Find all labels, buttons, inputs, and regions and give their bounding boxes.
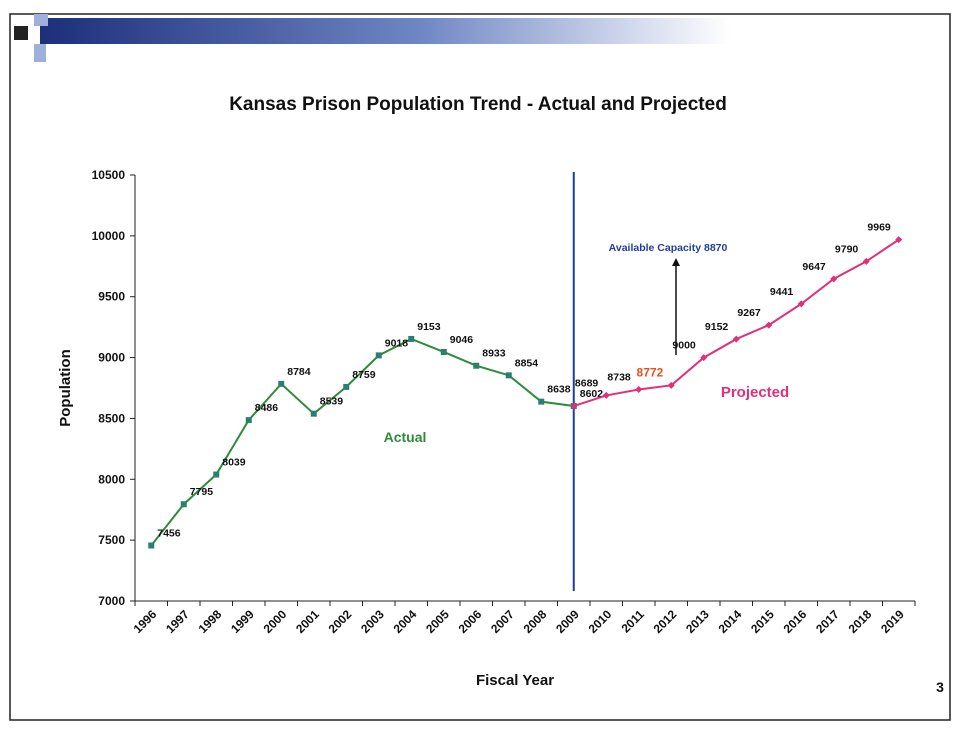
point-marker <box>700 354 708 362</box>
point-marker <box>278 380 285 387</box>
data-label: 9267 <box>737 307 761 319</box>
y-tick-label: 9000 <box>98 351 125 365</box>
page-number: 3 <box>936 679 944 695</box>
data-label: 8602 <box>580 388 604 400</box>
data-label: 7456 <box>157 527 181 539</box>
y-tick-label: 7500 <box>98 533 125 547</box>
data-label: 9046 <box>450 334 474 346</box>
slide-frame <box>9 13 951 721</box>
point-marker <box>245 417 252 424</box>
data-label: 9441 <box>770 286 794 298</box>
data-label: 9790 <box>835 243 859 255</box>
capacity-annotation: Available Capacity 8870 <box>609 242 728 254</box>
data-label: 9000 <box>672 340 696 352</box>
data-label: 9018 <box>385 337 409 349</box>
data-label: 8933 <box>482 348 506 360</box>
point-marker <box>440 348 447 355</box>
point-marker <box>213 471 220 478</box>
data-label: 8738 <box>607 371 631 383</box>
x-axis-title: Fiscal Year <box>476 672 554 689</box>
chart-title: Kansas Prison Population Trend - Actual … <box>229 94 727 115</box>
point-marker <box>570 402 578 410</box>
point-marker <box>180 501 187 508</box>
point-marker <box>895 236 903 244</box>
point-marker <box>375 352 382 359</box>
y-tick-label: 7000 <box>98 594 125 608</box>
data-label: 7795 <box>190 486 214 498</box>
data-label: 8784 <box>287 366 311 378</box>
header-band <box>40 18 730 44</box>
y-tick-label: 9500 <box>98 290 125 304</box>
point-marker <box>667 381 675 389</box>
data-label: 8539 <box>320 396 344 408</box>
point-marker <box>602 391 610 399</box>
point-marker <box>635 385 643 393</box>
data-label: 9647 <box>802 261 826 273</box>
header-square <box>34 44 46 62</box>
data-label: 9969 <box>867 222 891 234</box>
series-annotation: Projected <box>721 384 789 401</box>
data-label: 9153 <box>417 321 441 333</box>
data-label: 8854 <box>515 357 539 369</box>
point-marker <box>862 257 870 265</box>
point-marker <box>797 300 805 308</box>
point-marker <box>732 335 740 343</box>
y-tick-label: 8000 <box>98 472 125 486</box>
data-label: 9152 <box>705 321 729 333</box>
point-marker <box>408 335 415 342</box>
point-marker <box>765 321 773 329</box>
point-marker <box>343 383 350 390</box>
y-tick-label: 10500 <box>92 168 126 182</box>
arrow-head <box>672 258 680 266</box>
header-square <box>34 14 48 26</box>
point-marker <box>505 372 512 379</box>
data-label: 8689 <box>575 377 599 389</box>
series-line <box>150 337 574 547</box>
y-tick-label: 10000 <box>92 229 126 243</box>
point-marker <box>310 410 317 417</box>
data-label: 8759 <box>352 369 376 381</box>
data-label: 8039 <box>222 457 246 469</box>
header-square <box>14 26 28 40</box>
series-annotation: Actual <box>384 429 427 445</box>
data-label: 8772 <box>637 365 664 379</box>
y-axis-title: Population <box>57 349 74 427</box>
point-marker <box>473 362 480 369</box>
point-marker <box>148 542 155 549</box>
point-marker <box>830 275 838 283</box>
y-tick-label: 8500 <box>98 411 125 425</box>
point-marker <box>538 398 545 405</box>
data-label: 8638 <box>547 384 571 396</box>
data-label: 8486 <box>255 402 279 414</box>
